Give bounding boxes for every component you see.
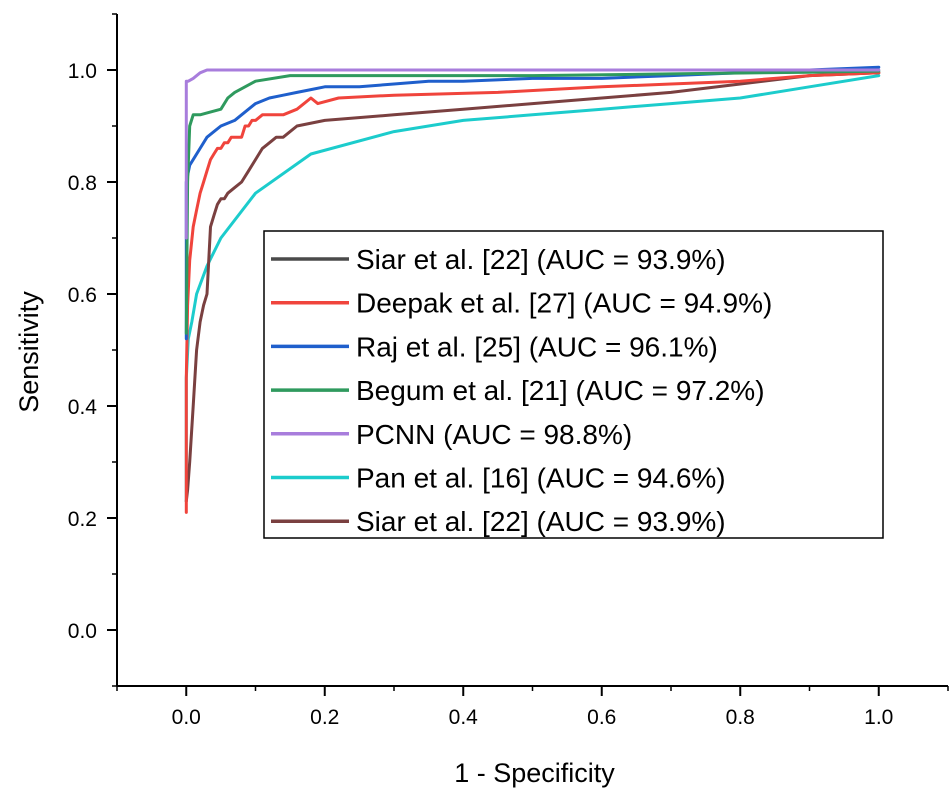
x-tick-label: 0.4 — [449, 706, 479, 729]
x-tick-label: 0.0 — [172, 706, 201, 729]
legend-label: Siar et al. [22] (AUC = 93.9%) — [356, 506, 726, 537]
roc-curves — [184, 65, 881, 514]
legend-box — [263, 230, 884, 539]
y-axis-title: Sensitivity — [14, 291, 44, 413]
x-tick-label: 0.6 — [587, 706, 616, 729]
legend-label: Begum et al. [21] (AUC = 97.2%) — [356, 375, 765, 406]
y-tick-label: 0.4 — [68, 396, 98, 419]
roc-curve-3 — [184, 69, 881, 335]
roc-curve-6 — [184, 71, 881, 503]
y-tick-label: 0.2 — [68, 508, 97, 531]
y-tick-label: 0.0 — [68, 620, 97, 643]
legend-label: Pan et al. [16] (AUC = 94.6%) — [356, 463, 726, 494]
x-tick-label: 0.2 — [310, 706, 339, 729]
x-axis-title: 1 - Specificity — [454, 758, 615, 788]
roc-curve-5 — [184, 74, 881, 503]
legend: Siar et al. [22] (AUC = 93.9%) Deepak et … — [263, 230, 884, 539]
y-tick-label: 1.0 — [68, 60, 97, 83]
legend-label: Raj et al. [25] (AUC = 96.1%) — [356, 331, 718, 362]
roc-curve-1 — [184, 71, 881, 514]
legend-label: PCNN (AUC = 98.8%) — [356, 419, 632, 450]
roc-curve-4 — [184, 68, 881, 240]
roc-curve-2 — [184, 65, 881, 341]
axes: 0.0 0.2 0.4 0.6 0.8 1.0 0.0 0.2 0.4 0.6 0.8 1.0 — [68, 13, 949, 729]
x-tick-label: 0.8 — [726, 706, 755, 729]
x-tick-label: 1.0 — [864, 706, 893, 729]
legend-label: Siar et al. [22] (AUC = 93.9%) — [356, 244, 726, 275]
legend-label: Deepak et al. [27] (AUC = 94.9%) — [356, 288, 772, 319]
y-tick-label: 0.6 — [68, 284, 97, 307]
y-tick-label: 0.8 — [68, 172, 97, 195]
